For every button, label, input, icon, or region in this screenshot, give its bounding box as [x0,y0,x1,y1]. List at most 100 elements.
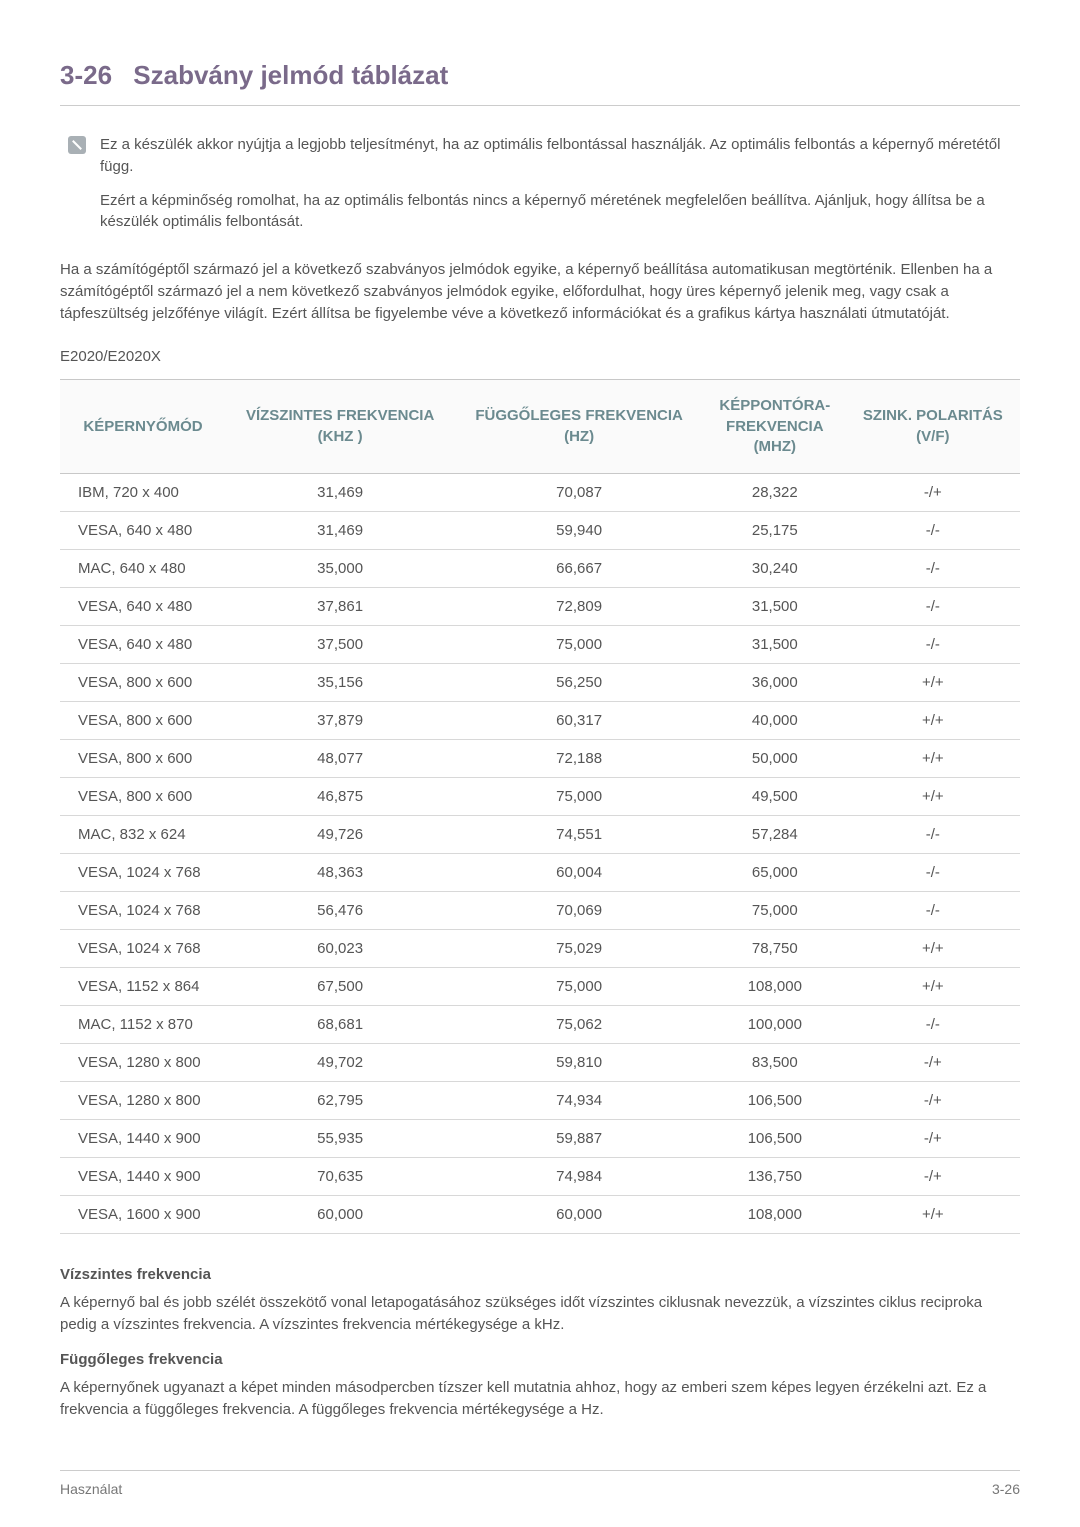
table-cell: 108,000 [704,968,846,1006]
table-cell: +/+ [846,778,1020,816]
note-block: Ez a készülék akkor nyújtja a legjobb te… [60,134,1020,245]
table-header: KÉPERNYŐMÓDVÍZSZINTES FREKVENCIA(KHZ )FÜ… [60,380,1020,474]
table-cell: VESA, 1600 x 900 [60,1196,226,1234]
table-cell: 62,795 [226,1082,454,1120]
table-cell: -/- [846,816,1020,854]
table-row: VESA, 1152 x 86467,50075,000108,000+/+ [60,968,1020,1006]
table-cell: 59,810 [454,1044,704,1082]
table-cell: 72,809 [454,588,704,626]
table-row: MAC, 1152 x 87068,68175,062100,000-/- [60,1006,1020,1044]
table-cell: 25,175 [704,512,846,550]
table-cell: 36,000 [704,664,846,702]
table-row: VESA, 640 x 48031,46959,94025,175-/- [60,512,1020,550]
table-cell: 37,500 [226,626,454,664]
table-cell: 35,156 [226,664,454,702]
note-text: Ez a készülék akkor nyújtja a legjobb te… [100,134,1020,245]
def-heading-vfreq: Függőleges frekvencia [60,1349,1020,1371]
table-cell: 83,500 [704,1044,846,1082]
table-cell: 37,879 [226,702,454,740]
table-cell: 30,240 [704,550,846,588]
table-cell: VESA, 1024 x 768 [60,930,226,968]
table-cell: -/- [846,854,1020,892]
table-cell: 55,935 [226,1120,454,1158]
table-cell: MAC, 1152 x 870 [60,1006,226,1044]
signal-mode-table: KÉPERNYŐMÓDVÍZSZINTES FREKVENCIA(KHZ )FÜ… [60,379,1020,1234]
table-column-header: KÉPPONTÓRA-FREKVENCIA(MHZ) [704,380,846,474]
table-column-header: VÍZSZINTES FREKVENCIA(KHZ ) [226,380,454,474]
table-row: VESA, 1440 x 90070,63574,984136,750-/+ [60,1158,1020,1196]
table-cell: -/- [846,512,1020,550]
page: 3-26 Szabvány jelmód táblázat Ez a készü… [0,0,1080,1527]
table-row: VESA, 1280 x 80062,79574,934106,500-/+ [60,1082,1020,1120]
info-icon [68,136,86,154]
table-cell: 75,062 [454,1006,704,1044]
table-cell: +/+ [846,1196,1020,1234]
heading-title: Szabvány jelmód táblázat [133,60,448,90]
table-cell: 75,000 [454,968,704,1006]
table-cell: -/+ [846,1044,1020,1082]
table-cell: +/+ [846,664,1020,702]
table-cell: VESA, 800 x 600 [60,740,226,778]
table-cell: VESA, 640 x 480 [60,626,226,664]
table-cell: 49,702 [226,1044,454,1082]
table-row: IBM, 720 x 40031,46970,08728,322-/+ [60,474,1020,512]
table-cell: 57,284 [704,816,846,854]
table-row: VESA, 800 x 60046,87575,00049,500+/+ [60,778,1020,816]
table-cell: VESA, 1024 x 768 [60,854,226,892]
table-cell: -/+ [846,1082,1020,1120]
table-cell: -/- [846,626,1020,664]
table-column-header: FÜGGŐLEGES FREKVENCIA(HZ) [454,380,704,474]
def-text-hfreq: A képernyő bal és jobb szélét összekötő … [60,1292,1020,1336]
table-cell: 72,188 [454,740,704,778]
table-cell: +/+ [846,702,1020,740]
table-cell: 100,000 [704,1006,846,1044]
table-cell: VESA, 1440 x 900 [60,1158,226,1196]
table-cell: 66,667 [454,550,704,588]
table-row: VESA, 1440 x 90055,93559,887106,500-/+ [60,1120,1020,1158]
table-cell: 136,750 [704,1158,846,1196]
table-cell: VESA, 1280 x 800 [60,1044,226,1082]
table-cell: VESA, 800 x 600 [60,664,226,702]
table-cell: 59,887 [454,1120,704,1158]
table-cell: 60,023 [226,930,454,968]
def-text-vfreq: A képernyőnek ugyanazt a képet minden má… [60,1377,1020,1421]
table-cell: MAC, 640 x 480 [60,550,226,588]
table-cell: -/- [846,892,1020,930]
table-cell: 31,500 [704,588,846,626]
model-label: E2020/E2020X [60,348,1020,365]
table-cell: -/+ [846,474,1020,512]
table-cell: 74,934 [454,1082,704,1120]
table-row: VESA, 1024 x 76856,47670,06975,000-/- [60,892,1020,930]
table-row: VESA, 1600 x 90060,00060,000108,000+/+ [60,1196,1020,1234]
table-cell: 70,069 [454,892,704,930]
footer-right: 3-26 [992,1481,1020,1497]
table-row: VESA, 1024 x 76860,02375,02978,750+/+ [60,930,1020,968]
page-heading: 3-26 Szabvány jelmód táblázat [60,60,1020,106]
table-cell: 31,500 [704,626,846,664]
table-cell: 68,681 [226,1006,454,1044]
table-cell: 37,861 [226,588,454,626]
table-cell: IBM, 720 x 400 [60,474,226,512]
table-cell: 49,500 [704,778,846,816]
table-cell: 48,077 [226,740,454,778]
table-cell: 49,726 [226,816,454,854]
table-cell: 31,469 [226,474,454,512]
table-cell: 40,000 [704,702,846,740]
table-cell: 56,476 [226,892,454,930]
table-row: VESA, 640 x 48037,86172,80931,500-/- [60,588,1020,626]
table-cell: 75,000 [704,892,846,930]
table-cell: 70,087 [454,474,704,512]
table-cell: 46,875 [226,778,454,816]
table-cell: +/+ [846,968,1020,1006]
table-cell: 67,500 [226,968,454,1006]
table-cell: VESA, 640 x 480 [60,588,226,626]
table-cell: 56,250 [454,664,704,702]
table-cell: 106,500 [704,1120,846,1158]
footer-left: Használat [60,1481,122,1497]
table-row: VESA, 800 x 60048,07772,18850,000+/+ [60,740,1020,778]
table-cell: 31,469 [226,512,454,550]
table-cell: 108,000 [704,1196,846,1234]
table-cell: +/+ [846,740,1020,778]
table-cell: VESA, 1280 x 800 [60,1082,226,1120]
table-row: MAC, 640 x 48035,00066,66730,240-/- [60,550,1020,588]
